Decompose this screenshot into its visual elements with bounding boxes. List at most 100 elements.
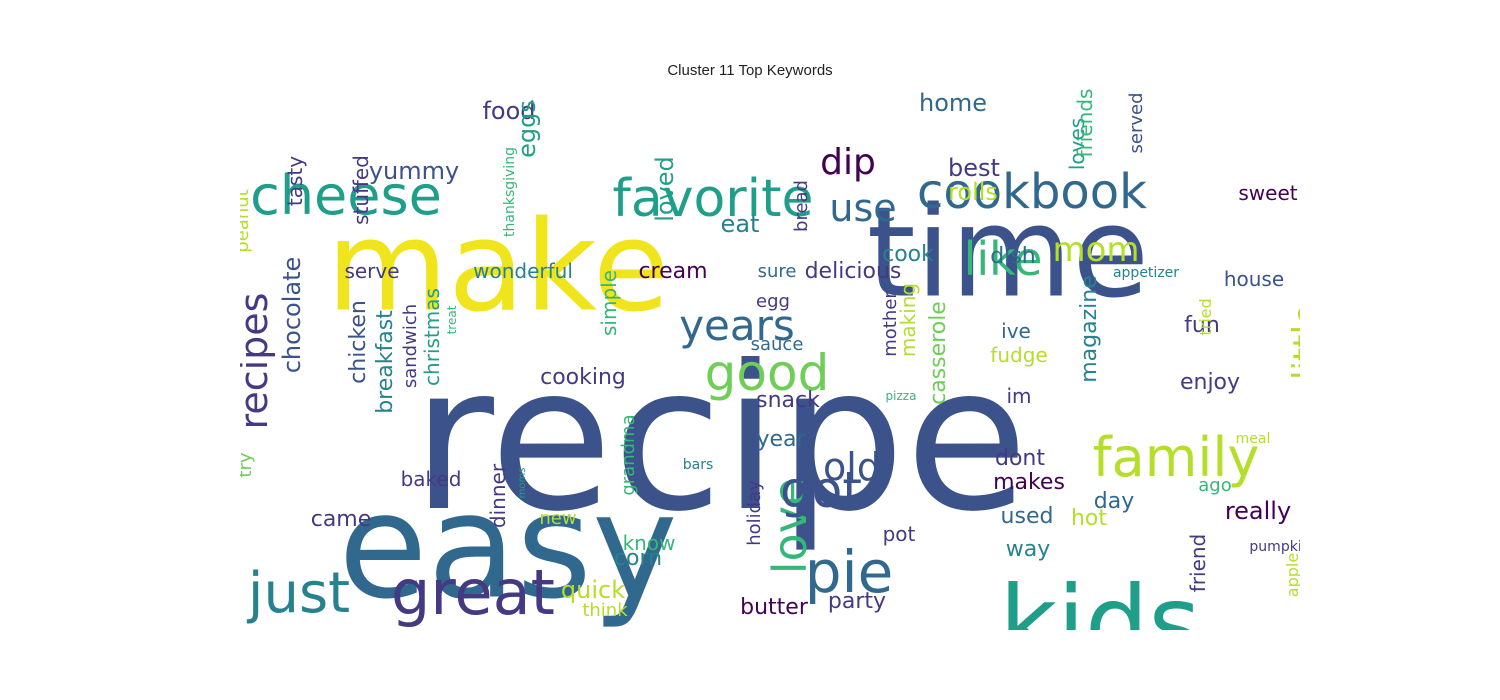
word-enjoy: enjoy <box>1179 370 1241 395</box>
word-butter: butter <box>740 595 808 620</box>
word-recipe: recipe <box>411 323 1029 556</box>
word-like: like <box>963 232 1043 286</box>
word-casserole: casserole <box>926 301 951 405</box>
word-egg: egg <box>756 291 790 312</box>
chart-title: Cluster 11 Top Keywords <box>667 62 833 79</box>
word-use: use <box>829 186 897 230</box>
word-sweet: sweet <box>1238 181 1298 205</box>
word-tried: tried <box>1196 298 1215 336</box>
word-ive: ive <box>1001 319 1031 343</box>
word-new: new <box>539 508 577 529</box>
word-rolls: rolls <box>948 178 998 206</box>
word-im: im <box>1006 384 1032 408</box>
word-years: years <box>679 301 795 350</box>
word-home: home <box>918 89 988 117</box>
word-served: served <box>1126 92 1147 154</box>
word-dinner: dinner <box>486 463 510 529</box>
word-quick: quick <box>560 576 626 604</box>
word-chocolate: chocolate <box>278 256 306 374</box>
word-cheese: cheese <box>250 164 442 227</box>
word-kids: kids <box>999 564 1201 631</box>
word-recipes: recipes <box>240 292 276 430</box>
word-good: good <box>704 344 830 402</box>
word-party: party <box>827 589 887 614</box>
word-old: old <box>823 445 881 489</box>
word-sauce: sauce <box>750 334 804 355</box>
word-think: think <box>582 600 628 621</box>
word-used: used <box>1000 504 1054 529</box>
word-loved: loved <box>651 156 679 222</box>
word-snack: snack <box>756 388 820 413</box>
word-make: make <box>326 194 670 340</box>
word-mother: mother <box>880 291 901 357</box>
word-cream: cream <box>638 259 708 284</box>
word-sandwich: sandwich <box>400 303 421 389</box>
word-eggs: eggs <box>513 100 541 158</box>
word-treat: treat <box>445 305 459 335</box>
word-dip: dip <box>820 142 876 183</box>
word-little: little <box>1286 304 1300 380</box>
word-making: making <box>896 282 920 358</box>
word-peanut: peanut <box>240 189 253 253</box>
word-pot: pot <box>882 522 916 546</box>
word-chicken: chicken <box>346 300 371 384</box>
word-pumpkin: pumpkin <box>1249 539 1300 555</box>
word-moms: moms <box>517 467 528 499</box>
word-hot: hot <box>1070 506 1108 531</box>
word-family: family <box>1092 426 1260 489</box>
word-holiday: holiday <box>744 480 765 546</box>
word-appetizer: appetizer <box>1112 265 1180 281</box>
word-time: time <box>866 180 1150 326</box>
word-stuffed: stuffed <box>349 155 373 225</box>
word-sure: sure <box>757 261 797 282</box>
word-makes: makes <box>993 470 1065 495</box>
word-favorite: favorite <box>612 169 814 229</box>
word-dont: dont <box>995 446 1045 471</box>
word-mom: mom <box>1052 230 1140 270</box>
word-dish: dish <box>990 244 1036 269</box>
word-year: year <box>756 427 806 452</box>
word-serve: serve <box>344 259 400 283</box>
word-corn: corn <box>613 546 663 571</box>
word-wonderful: wonderful <box>473 259 573 283</box>
word-day: day <box>1093 489 1135 514</box>
word-apple: apple <box>1283 552 1300 598</box>
word-christmas: christmas <box>420 288 444 386</box>
word-great: great <box>391 556 555 629</box>
word-grandma: grandma <box>618 414 639 496</box>
word-came: came <box>310 507 372 532</box>
word-got: got <box>780 461 862 519</box>
word-delicious: delicious <box>804 259 902 284</box>
word-pizza: pizza <box>885 389 917 403</box>
word-breakfast: breakfast <box>373 310 398 414</box>
word-simple: simple <box>597 269 621 337</box>
word-thanksgiving: thanksgiving <box>502 147 518 237</box>
word-best: best <box>948 154 1000 182</box>
word-way: way <box>1005 537 1051 562</box>
word-food: food <box>482 97 536 125</box>
word-just: just <box>247 561 351 626</box>
word-cookbook: cookbook <box>917 164 1147 220</box>
word-bars: bars <box>682 457 714 473</box>
word-magazine: magazine <box>1077 275 1102 383</box>
word-fun: fun <box>1184 313 1220 338</box>
word-really: really <box>1224 497 1292 525</box>
word-try: try <box>240 452 256 478</box>
word-easy: easy <box>338 462 678 630</box>
word-friend: friend <box>1186 533 1210 593</box>
word-cooking: cooking <box>540 365 626 390</box>
word-house: house <box>1223 267 1285 291</box>
word-baked: baked <box>400 467 462 491</box>
word-bread: bread <box>791 180 812 232</box>
word-know: know <box>622 531 676 555</box>
word-fudge: fudge <box>990 343 1048 367</box>
word-cook: cook <box>882 242 934 267</box>
word-yummy: yummy <box>368 157 460 185</box>
word-friends: friends <box>1073 88 1097 158</box>
word-tasty: tasty <box>283 155 307 207</box>
word-meal: meal <box>1235 431 1271 447</box>
word-pie: pie <box>804 538 894 606</box>
word-eat: eat <box>720 210 760 238</box>
word-ago: ago <box>1198 475 1232 496</box>
word-cloud: recipe easy make time kids cheese favorite cook… <box>240 85 1300 630</box>
